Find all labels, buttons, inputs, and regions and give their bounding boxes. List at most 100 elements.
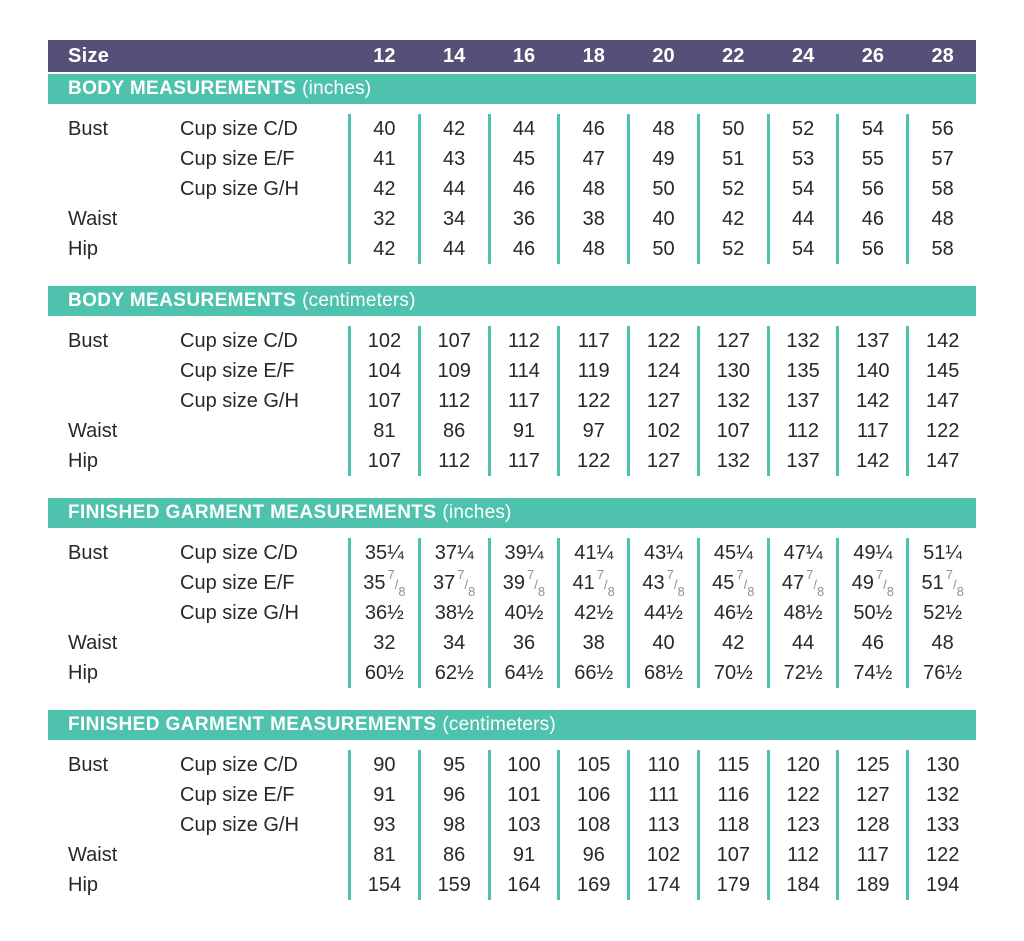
value-cell: 107	[696, 840, 767, 870]
fraction-seven-eighths: 7/8	[875, 566, 895, 599]
value-cell: 54	[836, 114, 906, 144]
table-row: Bust Cup size C/D 40 42 44 46 48 50 52 54 56	[48, 114, 976, 144]
value-cell: 119	[557, 356, 627, 386]
cup-size-label: Cup size G/H	[180, 814, 299, 836]
cup-size-label: Cup size C/D	[180, 542, 298, 564]
value-cell: 107	[417, 326, 488, 356]
value-cell: 145	[906, 356, 976, 386]
value-cell: 37¼	[417, 538, 488, 568]
value-cell: 50	[627, 234, 697, 264]
cup-size-label: Cup size E/F	[180, 360, 295, 382]
value-cell: 117	[836, 840, 906, 870]
size-column-header: 28	[931, 45, 954, 67]
value-cell: 96	[557, 840, 627, 870]
value-cell: 45	[487, 144, 558, 174]
value-cell: 39 7/8	[487, 566, 558, 599]
value-cell: 112	[766, 416, 837, 446]
value-cell: 132	[696, 386, 767, 416]
section-title: FINISHED GARMENT MEASUREMENTS	[68, 714, 437, 735]
value-cell: 107	[348, 446, 418, 476]
fraction-seven-eighths: 7/8	[527, 566, 546, 599]
table-row: Bust Cup size C/D 102 107 112 117 122 127 132 137…	[48, 326, 976, 356]
cup-size-label	[180, 416, 348, 446]
measurement-sections: BODY MEASUREMENTS (inches) Bust Cup size C/…	[48, 74, 976, 900]
measurement-table: Bust Cup size C/D 102 107 112 117 122 127 132 137…	[48, 326, 976, 476]
value-cell: 130	[696, 356, 767, 386]
value-cell: 35¼	[348, 538, 418, 568]
value-cell: 36	[487, 204, 558, 234]
value-cell: 47 7/8	[766, 568, 837, 598]
cup-size-label	[180, 234, 348, 264]
fraction-seven-eighths: 7/8	[736, 566, 755, 599]
value-cell: 137	[766, 446, 837, 476]
size-column-header: 16	[512, 45, 536, 67]
value-cell: 142	[836, 446, 906, 476]
value-cell: 179	[696, 870, 767, 900]
value-cell: 109	[417, 356, 488, 386]
value-cell: 123	[766, 810, 837, 840]
value-cell: 51	[696, 144, 767, 174]
value-cell: 142	[836, 386, 906, 416]
value-cell: 159	[417, 870, 488, 900]
value-cell: 40	[348, 114, 418, 144]
value-cell: 40	[627, 628, 697, 658]
value-cell: 44	[417, 234, 488, 264]
value-cell: 38	[557, 204, 627, 234]
size-header-label: Size	[68, 45, 110, 67]
value-cell: 50½	[836, 598, 906, 628]
value-cell: 117	[487, 446, 558, 476]
measurement-table: Bust Cup size C/D 35¼ 37¼ 39¼ 41¼ 43¼ 45¼ 47¼ 49¼…	[48, 538, 976, 688]
cup-size-label	[180, 870, 348, 900]
table-row: Hip 107 112 117 122 127 132 137 142 147	[48, 446, 976, 476]
value-cell: 47	[557, 144, 627, 174]
size-chart-page: Size 12 14 16 18 20 22 24 26 28 BODY MEASUREMENT…	[48, 40, 976, 922]
section-title: FINISHED GARMENT MEASUREMENTS	[68, 502, 437, 523]
table-row: Hip 154 159 164 169 174 179 184 189 194	[48, 870, 976, 900]
value-cell: 115	[696, 750, 767, 780]
value-cell: 53	[766, 144, 837, 174]
value-cell: 39¼	[487, 538, 558, 568]
value-cell: 130	[906, 750, 976, 780]
value-cell: 112	[417, 446, 488, 476]
value-cell: 169	[557, 870, 627, 900]
value-cell: 48	[906, 628, 976, 658]
value-cell: 122	[557, 386, 627, 416]
cup-size-label	[180, 658, 348, 688]
value-cell: 100	[487, 750, 558, 780]
fraction-seven-eighths: 7/8	[596, 566, 615, 599]
value-cell: 62½	[417, 658, 488, 688]
table-row: Cup size E/F 35 7/8 37 7/8 39 7/8 41 7/8 43 7/8 45 7…	[48, 568, 976, 598]
value-cell: 122	[766, 780, 837, 810]
cup-size-label: Cup size E/F	[180, 784, 295, 806]
value-cell: 86	[417, 416, 488, 446]
value-cell: 35 7/8	[348, 568, 418, 598]
value-cell: 44	[417, 174, 488, 204]
cup-size-label	[180, 628, 348, 658]
value-cell: 108	[557, 810, 627, 840]
table-row: Bust Cup size C/D 90 95 100 105 110 115 120 125 13…	[48, 750, 976, 780]
measurement-label: Waist	[68, 420, 118, 442]
value-cell: 52	[696, 234, 767, 264]
value-cell: 42	[696, 204, 767, 234]
value-cell: 66½	[557, 658, 627, 688]
measurement-label	[48, 810, 180, 840]
value-cell: 118	[696, 810, 767, 840]
value-cell: 32	[348, 628, 418, 658]
measurement-label	[48, 386, 180, 416]
value-cell: 41	[348, 144, 418, 174]
table-row: Cup size G/H 107 112 117 122 127 132 137 142 147	[48, 386, 976, 416]
value-cell: 50	[696, 114, 767, 144]
cup-size-label	[180, 204, 348, 234]
value-cell: 42	[417, 114, 488, 144]
cup-size-label	[180, 446, 348, 476]
value-cell: 48½	[766, 598, 837, 628]
size-header-row: Size 12 14 16 18 20 22 24 26 28	[48, 40, 976, 72]
measurement-label	[48, 144, 180, 174]
value-cell: 68½	[627, 658, 697, 688]
value-cell: 194	[906, 870, 976, 900]
value-cell: 41 7/8	[557, 568, 627, 598]
cup-size-label: Cup size E/F	[180, 148, 295, 170]
value-cell: 40	[627, 204, 697, 234]
value-cell: 56	[906, 114, 976, 144]
measurement-label: Hip	[68, 238, 99, 260]
